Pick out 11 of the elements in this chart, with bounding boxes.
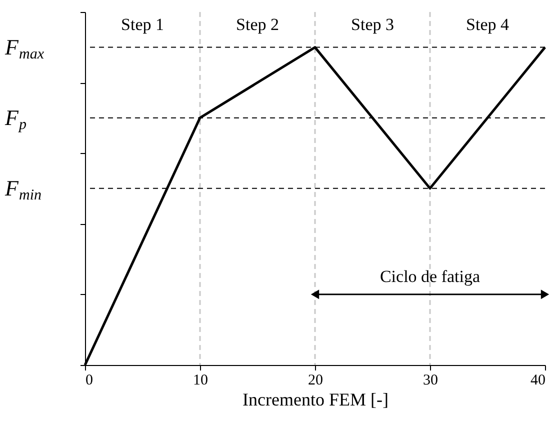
text: Step 2	[236, 15, 279, 34]
x-axis-title: Incremento FEM [-]	[242, 390, 388, 410]
x-tick-label: 0	[86, 372, 93, 388]
x-tick-label: 40	[530, 372, 546, 388]
x-tick-label: 10	[193, 372, 208, 388]
annotation: Ciclo de fatiga	[380, 266, 480, 286]
text: Step 4	[466, 15, 510, 34]
x-tick-label: 30	[423, 372, 438, 388]
text: Step 1	[121, 15, 164, 34]
text: Step 3	[351, 15, 394, 34]
x-tick-label: 20	[308, 372, 323, 388]
